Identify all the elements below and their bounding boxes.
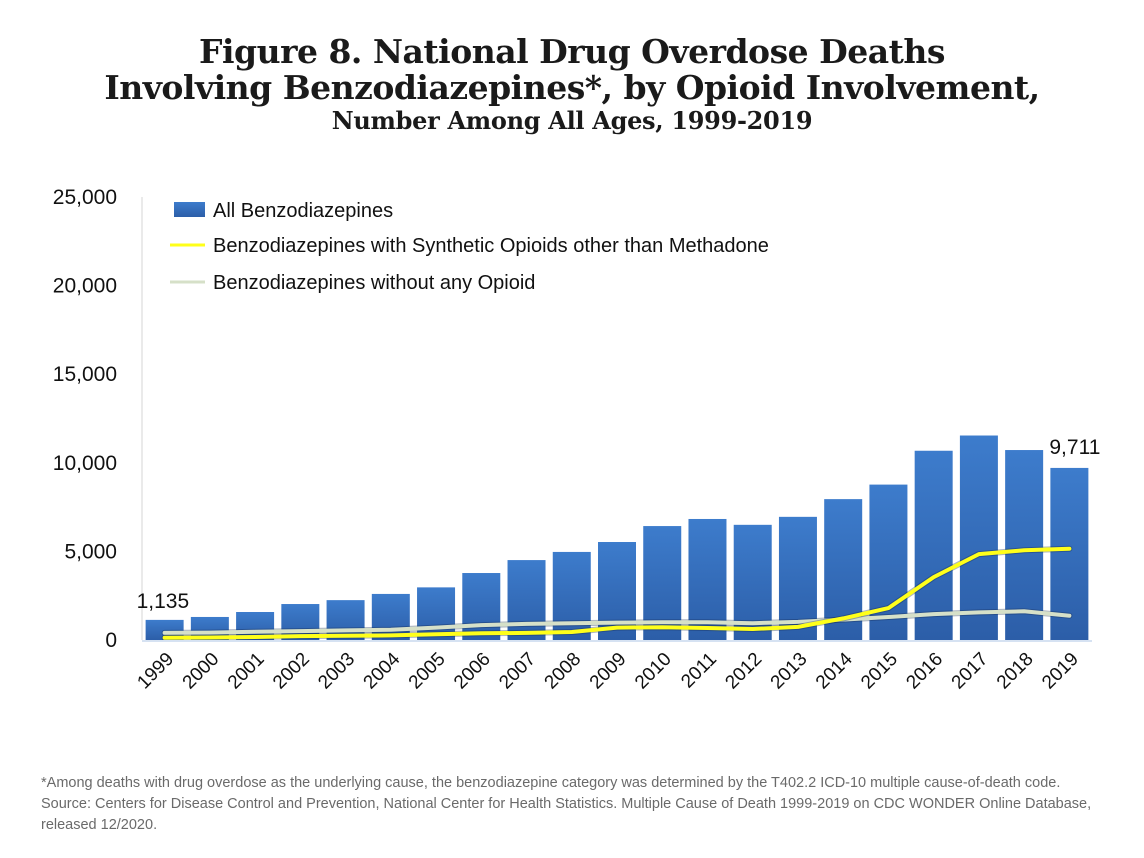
y-tick-label: 20,000: [53, 275, 117, 298]
data-label-1999: 1,135: [137, 590, 190, 613]
bar-2005: [417, 587, 456, 640]
x-axis: 1999 2000 2001 2002 2003 2004 2005 2006 2007 2008…: [133, 640, 1092, 694]
x-tick-label: 2006: [450, 649, 495, 694]
y-tick-label: 10,000: [53, 452, 117, 475]
legend-label-synthetic-opioids: Benzodiazepines with Synthetic Opioids o…: [213, 235, 769, 257]
x-tick-label: 2003: [314, 649, 359, 694]
chart-title: Figure 8. National Drug Overdose Deaths …: [0, 34, 1144, 136]
bar-2011: [688, 518, 727, 640]
x-tick-label: 2019: [1038, 649, 1083, 694]
legend: All Benzodiazepines Benzodiazepines with…: [170, 200, 769, 294]
x-tick-label: 2008: [541, 649, 586, 694]
title-subtitle: Number Among All Ages, 1999-2019: [331, 106, 813, 135]
data-label-2019: 9,711: [1049, 436, 1100, 459]
x-tick-label: 2005: [405, 649, 450, 694]
bar-2003: [326, 600, 365, 640]
bar-2004: [371, 593, 410, 640]
bar-2008: [552, 551, 591, 640]
x-tick-label: 2018: [993, 649, 1038, 694]
line-series-group: [161, 545, 1073, 641]
x-tick-label: 2000: [179, 649, 224, 694]
data-labels: 1,135 9,711: [137, 436, 1101, 613]
x-tick-label: 2002: [269, 649, 314, 694]
x-tick-label: 2007: [495, 649, 540, 694]
y-tick-label: 0: [105, 629, 117, 652]
line-without-opioid: [162, 609, 1072, 635]
title-line-2: Involving Benzodiazepines*, by Opioid In…: [104, 68, 1040, 107]
y-axis: 0 5,000 10,000 15,000 20,000 25,000: [53, 186, 143, 652]
title-line-1: Figure 8. National Drug Overdose Deaths: [199, 32, 945, 71]
x-tick-label: 1999: [133, 649, 178, 694]
bar-2007: [507, 560, 546, 640]
bar-2018: [1005, 450, 1044, 640]
footnote: *Among deaths with drug overdose as the …: [41, 775, 1092, 833]
bar-series-all-benzodiazepines: [145, 435, 1089, 640]
legend-swatch-all-benzodiazepines: [174, 202, 205, 217]
x-tick-label: 2004: [360, 648, 405, 693]
bar-2012: [733, 524, 772, 640]
bar-2016: [914, 450, 953, 640]
legend-label-without-opioid: Benzodiazepines without any Opioid: [213, 272, 535, 294]
y-tick-label: 15,000: [53, 363, 117, 386]
bar-2019: [1050, 467, 1089, 640]
bar-2017: [959, 435, 998, 640]
y-tick-label: 5,000: [64, 540, 117, 563]
x-tick-label: 2017: [948, 649, 993, 694]
bar-1999: [145, 619, 184, 640]
x-tick-label: 2016: [902, 649, 947, 694]
x-tick-label: 2001: [224, 649, 269, 694]
x-tick-label: 2011: [677, 649, 721, 693]
x-tick-label: 2012: [722, 649, 767, 694]
x-tick-label: 2009: [586, 649, 631, 694]
x-tick-label: 2010: [631, 649, 676, 694]
bar-2006: [462, 573, 501, 640]
legend-label-all-benzodiazepines: All Benzodiazepines: [213, 200, 393, 222]
x-tick-label: 2013: [767, 649, 812, 694]
y-tick-label: 25,000: [53, 186, 117, 209]
x-tick-label: 2015: [857, 649, 902, 694]
bar-2015: [869, 484, 908, 640]
x-tick-label: 2014: [812, 648, 857, 693]
